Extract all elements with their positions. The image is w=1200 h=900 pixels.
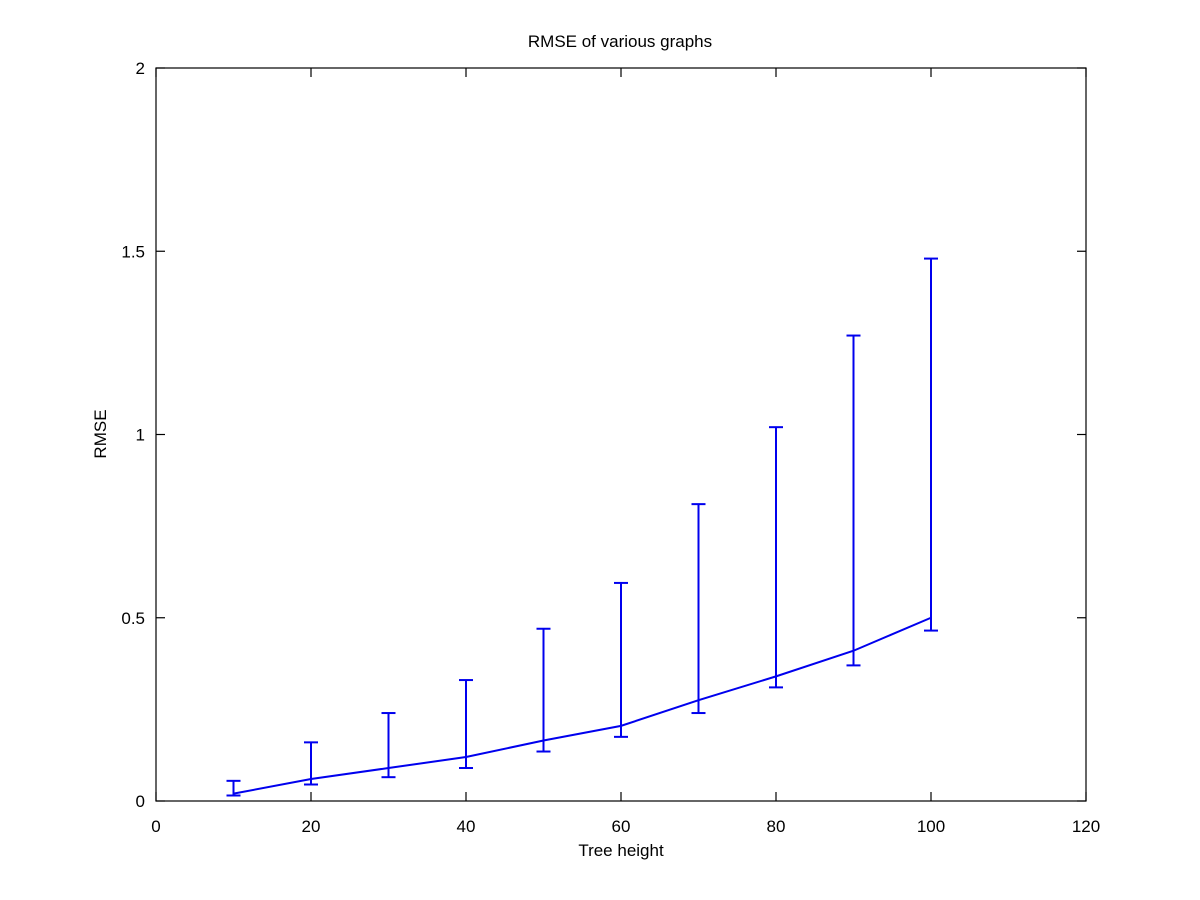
error-bar [381, 712, 396, 779]
x-tick-label: 40 [457, 817, 476, 836]
x-tick-label: 120 [1072, 817, 1100, 836]
y-tick-label: 0.5 [121, 609, 145, 628]
y-tick-label: 0 [136, 792, 145, 811]
x-tick-label: 80 [767, 817, 786, 836]
error-bar [459, 679, 473, 770]
y-tick-label: 1 [136, 426, 145, 445]
error-bar [536, 627, 551, 753]
error-bar [304, 741, 318, 786]
x-tick-label: 0 [151, 817, 160, 836]
series-line-group [233, 616, 932, 795]
error-bar [614, 581, 628, 738]
y-tick-label: 1.5 [121, 242, 145, 261]
series-line [233, 616, 932, 795]
y-axis-label: RMSE [91, 409, 110, 458]
x-axis-label: Tree height [578, 841, 664, 860]
chart-title: RMSE of various graphs [528, 32, 712, 51]
error-bar [846, 334, 861, 667]
error-bars [226, 257, 938, 797]
axis-ticks: 0 20 40 60 80 100 120 0 0.5 1 1.5 2 [121, 59, 1100, 836]
error-bar [691, 503, 706, 715]
x-tick-label: 60 [612, 817, 631, 836]
error-bar [924, 257, 938, 632]
y-tick-label: 2 [136, 59, 145, 78]
error-bar [769, 426, 783, 689]
x-tick-label: 100 [917, 817, 945, 836]
x-tick-label: 20 [302, 817, 321, 836]
